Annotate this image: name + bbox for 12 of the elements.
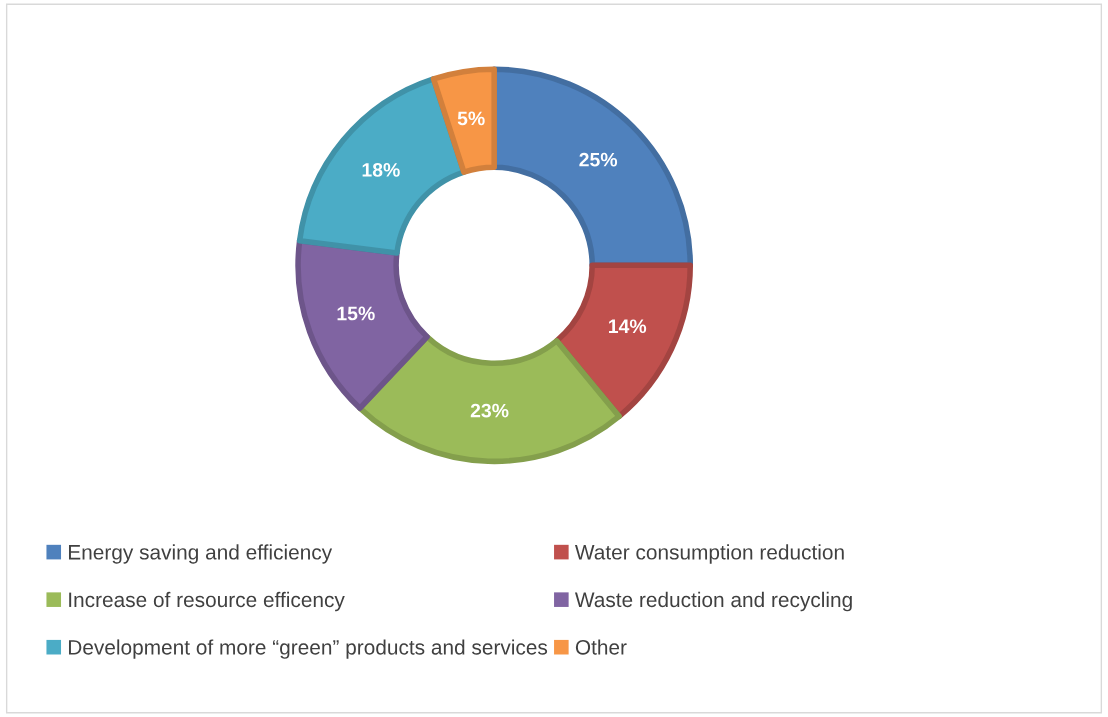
data-label: 15% bbox=[337, 306, 375, 321]
data-label: 25% bbox=[579, 152, 618, 167]
legend-label: Water consumption reduction bbox=[574, 544, 844, 564]
legend-label: Energy saving and efficiency bbox=[68, 544, 333, 564]
legend-label: Other bbox=[575, 639, 627, 655]
legend-label: Increase of resource efficency bbox=[69, 591, 345, 612]
data-label: 18% bbox=[362, 163, 400, 177]
data-label: 14% bbox=[608, 319, 647, 334]
data-label: 23% bbox=[470, 403, 509, 418]
data-label: 5% bbox=[457, 111, 485, 126]
legend-label: Development of more “green” products and services bbox=[68, 639, 548, 659]
legend-label: Waste reduction and recycling bbox=[574, 591, 852, 612]
